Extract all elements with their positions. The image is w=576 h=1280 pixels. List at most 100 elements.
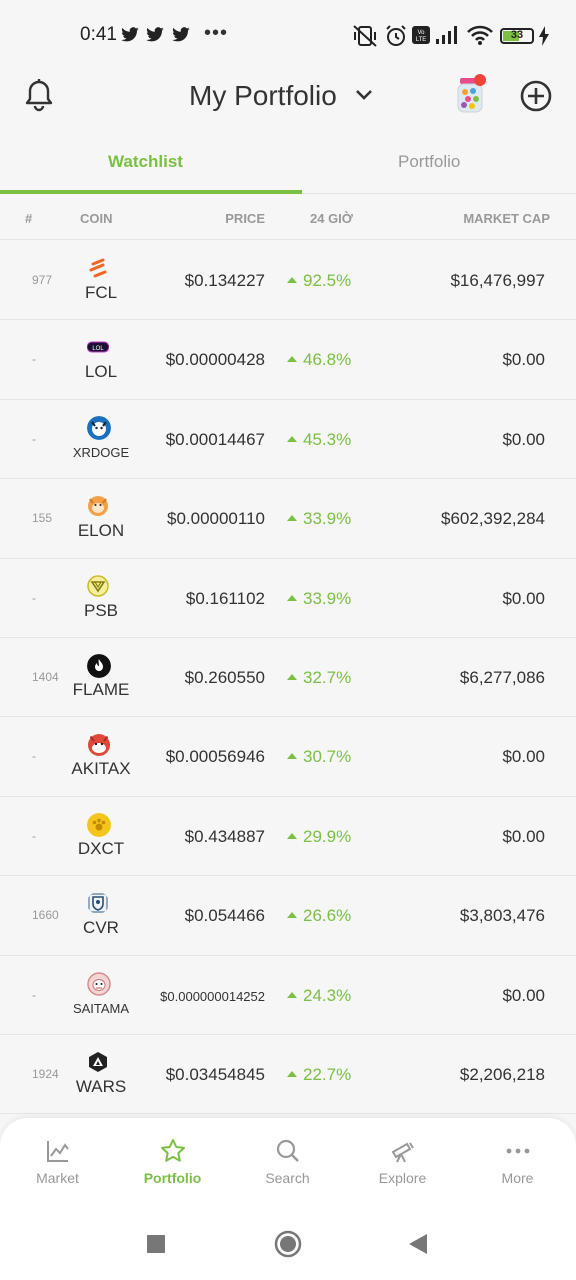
coin-market-cap: $0.00	[502, 588, 545, 608]
coin-rank: -	[32, 749, 36, 764]
up-arrow-icon	[287, 594, 297, 601]
coin-market-cap: $2,206,218	[459, 1064, 545, 1084]
up-arrow-icon	[287, 673, 297, 680]
add-icon[interactable]	[519, 79, 553, 113]
psb-icon	[87, 574, 109, 597]
table-row[interactable]: - PSB $0.161102 33.9% $0.00	[0, 559, 576, 638]
coin-change: 33.9%	[287, 509, 351, 529]
table-row[interactable]: 977 FCL $0.134227 92.5% $16,476,997	[0, 241, 576, 321]
wars-icon	[89, 1051, 107, 1072]
column-rank[interactable]: #	[25, 211, 33, 226]
twitter-icon	[172, 27, 190, 42]
coin-change-value: 22.7%	[303, 1064, 352, 1084]
table-row[interactable]: 1660 CVR $0.054466 26.6% $3,803,476	[0, 876, 576, 956]
coin-change-value: 33.9%	[303, 588, 352, 608]
column-24h[interactable]: 24 GIỜ	[310, 211, 353, 226]
coin-change: 32.7%	[287, 668, 351, 688]
nav-more[interactable]: More	[460, 1138, 575, 1186]
twitter-icon	[121, 27, 139, 42]
flame-icon	[87, 653, 111, 678]
coin-symbol: ELON	[77, 521, 125, 541]
coin-price: $0.000000014252	[160, 988, 265, 1004]
coin-price: $0.00000428	[165, 350, 265, 370]
up-arrow-icon	[287, 912, 297, 919]
more-icon	[506, 1148, 529, 1154]
coin-change: 24.3%	[287, 986, 351, 1006]
portfolio-title[interactable]: My Portfolio	[189, 80, 337, 111]
coin-change: 46.8%	[287, 350, 351, 370]
svg-text:LTE: LTE	[416, 37, 427, 43]
coin-symbol: CVR	[83, 918, 119, 938]
tab-portfolio[interactable]: Portfolio	[398, 152, 461, 171]
table-row[interactable]: - LOL LOL $0.00000428 46.8% $0.00	[0, 320, 576, 400]
coin-market-cap: $0.00	[502, 985, 545, 1005]
back-icon[interactable]	[408, 1233, 428, 1255]
nav-label: Market	[36, 1170, 79, 1186]
svg-text:Vo: Vo	[417, 30, 425, 36]
recents-icon[interactable]	[147, 1235, 165, 1253]
coin-rank: 155	[32, 511, 53, 526]
table-row[interactable]: - AKITAX $0.00056946 30.7% $0.00	[0, 717, 576, 797]
up-arrow-icon	[287, 1070, 297, 1077]
column-coin[interactable]: COIN	[80, 211, 113, 226]
up-arrow-icon	[287, 753, 297, 760]
coin-change: 45.3%	[287, 430, 351, 450]
table-row[interactable]: - XRDOGE $0.00014467 45.3% $0.00	[0, 400, 576, 480]
nav-label: Portfolio	[143, 1170, 202, 1186]
coin-market-cap: $6,277,086	[459, 667, 545, 687]
coin-change-value: 33.9%	[303, 509, 352, 529]
status-time: 0:41	[80, 24, 117, 45]
akitax-icon	[88, 734, 110, 757]
coin-change: 22.7%	[287, 1065, 351, 1085]
signal-icon	[436, 26, 457, 44]
coin-rank: -	[32, 828, 36, 843]
coin-rank: 1924	[32, 1066, 59, 1081]
nav-portfolio[interactable]: Portfolio	[115, 1138, 230, 1186]
coin-symbol: PSB	[83, 600, 119, 620]
coin-change-value: 32.7%	[303, 667, 352, 687]
up-arrow-icon	[287, 515, 297, 522]
coin-rank: -	[32, 431, 36, 446]
table-row[interactable]: 1924 WARS $0.03454845 22.7% $2,206,218	[0, 1035, 576, 1115]
bell-icon[interactable]	[24, 78, 54, 112]
more-notifications-icon: •••	[204, 22, 229, 44]
coin-change: 29.9%	[287, 827, 351, 847]
home-icon[interactable]	[274, 1230, 302, 1258]
candy-jar-icon[interactable]	[455, 72, 487, 116]
coin-symbol: FCL	[84, 283, 118, 302]
battery-level: 33	[510, 29, 524, 41]
coin-rank: 977	[32, 273, 53, 287]
nav-search[interactable]: Search	[230, 1138, 345, 1186]
tab-watchlist[interactable]: Watchlist	[108, 152, 183, 171]
up-arrow-icon	[287, 832, 297, 839]
coin-rank: 1660	[32, 908, 59, 923]
twitter-icon	[146, 27, 164, 42]
nav-explore[interactable]: Explore	[345, 1138, 460, 1186]
charging-icon	[539, 26, 549, 46]
column-market-cap[interactable]: MARKET CAP	[463, 211, 550, 226]
star-icon	[160, 1139, 185, 1162]
coin-market-cap: $0.00	[502, 350, 545, 370]
dxct-icon	[87, 812, 111, 837]
lol-icon: LOL	[87, 341, 109, 353]
coin-price: $0.03454845	[165, 1064, 265, 1084]
coin-price: $0.00000110	[166, 509, 265, 529]
coin-market-cap: $602,392,284	[441, 509, 545, 529]
coin-change-value: 45.3%	[303, 429, 352, 449]
column-price[interactable]: PRICE	[225, 211, 265, 226]
chevron-down-icon[interactable]	[354, 88, 374, 102]
coin-market-cap: $0.00	[502, 429, 545, 449]
coin-price: $0.00056946	[165, 747, 265, 767]
table-row[interactable]: 155 ELON $0.00000110 33.9% $602,392,284	[0, 479, 576, 559]
up-arrow-icon	[287, 356, 297, 363]
table-row[interactable]: 1404 FLAME $0.260550 32.7% $6,277,086	[0, 638, 576, 718]
table-row[interactable]: - DXCT $0.434887 29.9% $0.00	[0, 797, 576, 877]
watchlist-table: 977 FCL $0.134227 92.5% $16,476,997 - LO…	[0, 241, 576, 1115]
tab-bar: Watchlist Portfolio	[0, 130, 576, 194]
coin-rank: -	[32, 590, 36, 605]
xrdoge-icon	[87, 415, 111, 440]
coin-symbol: WARS	[75, 1076, 127, 1096]
table-row[interactable]: - SAITAMA $0.000000014252 24.3% $0.00	[0, 956, 576, 1035]
nav-market[interactable]: Market	[0, 1138, 115, 1186]
